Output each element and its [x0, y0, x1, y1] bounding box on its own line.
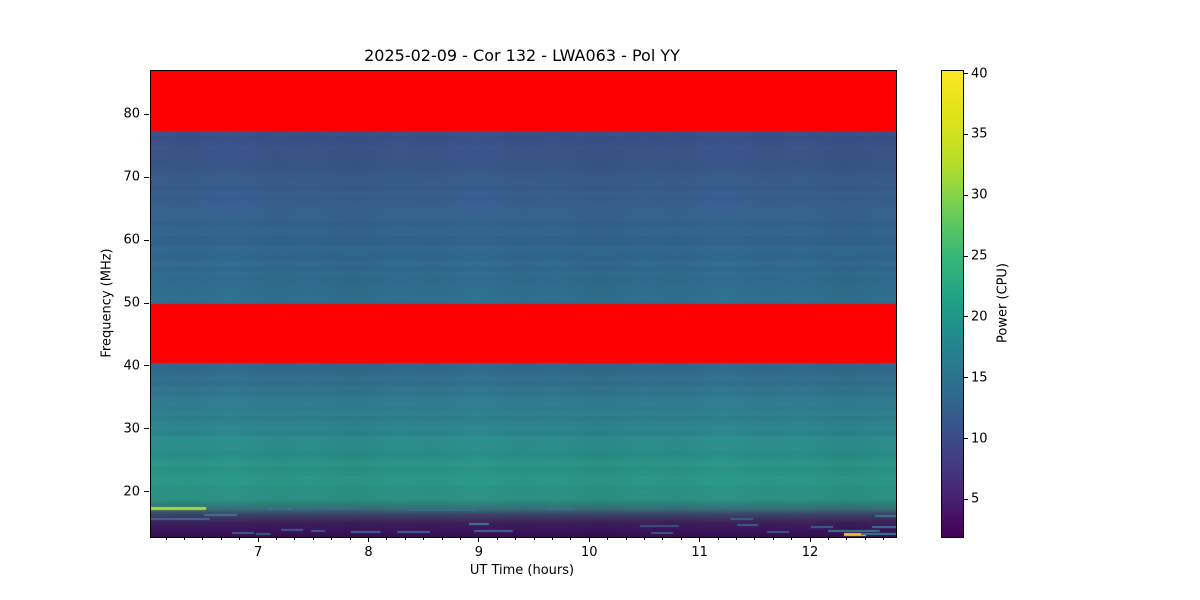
colorbar-tick-label: 30: [971, 187, 988, 203]
colorbar-tick-label: 15: [971, 370, 988, 386]
x-minor-tick: [754, 537, 756, 540]
y-tick-label: 30: [123, 421, 140, 437]
chart-title: 2025-02-09 - Cor 132 - LWA063 - Pol YY: [364, 46, 680, 65]
x-minor-tick: [165, 537, 167, 540]
plot-area: [150, 70, 897, 538]
y-major-tick: [144, 491, 149, 493]
x-minor-tick: [423, 537, 425, 540]
x-minor-tick: [551, 537, 553, 540]
x-minor-tick: [864, 537, 866, 540]
x-minor-tick: [588, 537, 590, 540]
x-minor-tick: [625, 537, 627, 540]
x-tick-label: 7: [254, 545, 263, 560]
colorbar-tick-label: 5: [971, 491, 980, 507]
x-tick-label: 12: [801, 545, 819, 560]
y-major-tick: [144, 176, 149, 178]
colorbar-tick-label: 35: [971, 126, 988, 142]
x-minor-tick: [772, 537, 774, 540]
x-minor-tick: [846, 537, 848, 540]
x-minor-tick: [349, 537, 351, 540]
colorbar-tick-label: 10: [971, 431, 988, 447]
x-minor-tick: [331, 537, 333, 540]
y-tick-label: 50: [123, 295, 140, 311]
x-minor-tick: [312, 537, 314, 540]
x-minor-tick: [515, 537, 517, 540]
x-minor-tick: [607, 537, 609, 540]
x-minor-tick: [368, 537, 370, 540]
y-tick-label: 20: [123, 484, 140, 500]
x-minor-tick: [791, 537, 793, 540]
x-minor-tick: [441, 537, 443, 540]
colorbar-tick: [964, 194, 968, 196]
x-minor-tick: [220, 537, 222, 540]
y-major-tick: [144, 428, 149, 430]
x-minor-tick: [276, 537, 278, 540]
x-tick-label: 10: [580, 545, 598, 560]
x-minor-tick: [202, 537, 204, 540]
colorbar-tick: [964, 255, 968, 257]
x-minor-tick: [386, 537, 388, 540]
x-minor-tick: [478, 537, 480, 540]
colorbar-tick: [964, 377, 968, 379]
x-minor-tick: [643, 537, 645, 540]
y-tick-label: 60: [123, 232, 140, 248]
x-minor-tick: [809, 537, 811, 540]
y-tick-label: 40: [123, 358, 140, 374]
y-major-tick: [144, 302, 149, 304]
y-axis-label: Frequency (MHz): [99, 248, 115, 358]
y-major-tick: [144, 365, 149, 367]
colorbar-label: Power (CPU): [995, 262, 1011, 344]
x-minor-tick: [735, 537, 737, 540]
y-major-tick: [144, 239, 149, 241]
x-minor-tick: [184, 537, 186, 540]
x-minor-tick: [404, 537, 406, 540]
colorbar-tick-label: 20: [971, 309, 988, 325]
x-minor-tick: [699, 537, 701, 540]
x-minor-tick: [827, 537, 829, 540]
x-minor-tick: [883, 537, 885, 540]
colorbar-tick: [964, 133, 968, 135]
y-tick-label: 70: [123, 169, 140, 185]
x-tick-label: 9: [474, 545, 484, 560]
x-minor-tick: [717, 537, 719, 540]
x-minor-tick: [239, 537, 241, 540]
x-minor-tick: [496, 537, 498, 540]
x-tick-label: 8: [364, 545, 373, 560]
x-minor-tick: [662, 537, 664, 540]
x-minor-tick: [570, 537, 572, 540]
x-minor-tick: [460, 537, 461, 540]
colorbar-canvas: [942, 71, 963, 537]
y-tick-label: 80: [123, 106, 140, 122]
colorbar: [941, 70, 964, 538]
y-major-tick: [144, 113, 149, 115]
x-tick-label: 11: [691, 545, 708, 560]
heatmap-canvas: [151, 71, 896, 537]
colorbar-tick-label: 40: [971, 66, 988, 82]
x-minor-tick: [680, 537, 682, 540]
colorbar-tick: [964, 498, 968, 500]
x-minor-tick: [257, 537, 259, 540]
colorbar-tick-label: 25: [971, 248, 988, 264]
x-minor-tick: [294, 537, 296, 540]
colorbar-tick: [964, 316, 968, 318]
colorbar-tick: [964, 438, 968, 440]
x-axis-label: UT Time (hours): [469, 563, 575, 578]
colorbar-tick: [964, 73, 968, 75]
x-minor-tick: [533, 537, 535, 540]
